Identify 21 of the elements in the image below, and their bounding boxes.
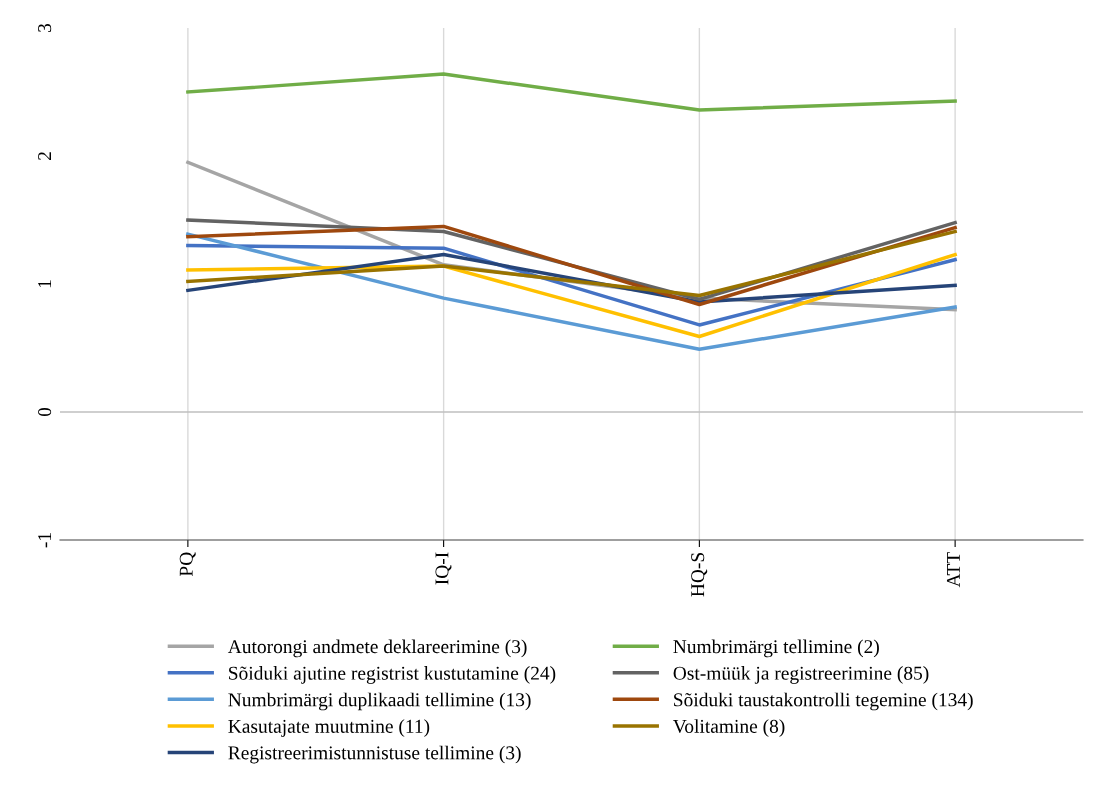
legend-label: Sõiduki ajutine registrist kustutamine (24) <box>229 666 556 684</box>
legend-label: Sõiduki taustakontrolli tegemine (134) <box>674 692 973 711</box>
y-tick-label: -1 <box>38 533 51 548</box>
y-tick-label: 2 <box>38 152 51 161</box>
y-tick-label: 0 <box>38 407 52 417</box>
legend-label: Volitamine (8) <box>673 719 785 737</box>
legend-label: Registreerimistunnistuse tellimine (3) <box>228 745 521 764</box>
x-tick-label: PQ <box>179 552 196 577</box>
x-tick-label: IQ-I <box>435 552 452 585</box>
x-tick-label: ATT <box>946 552 960 588</box>
legend-label: Ost-müük ja registreerimine (85) <box>673 666 929 684</box>
y-tick-label: 3 <box>38 23 52 32</box>
y-tick-label: 1 <box>38 280 51 288</box>
legend-label: Numbrimärgi tellimine (2) <box>673 639 879 658</box>
line-series <box>186 72 957 112</box>
legend-label: Numbrimärgi duplikaadi tellimine (13) <box>228 692 531 711</box>
line-series <box>186 232 957 352</box>
legend-label: Autorongi andmete deklareerimine (3) <box>227 639 527 658</box>
legend-label: Kasutajate muutmine (11) <box>228 719 430 737</box>
x-tick-label: HQ-S <box>691 553 708 597</box>
line-series <box>186 229 957 298</box>
